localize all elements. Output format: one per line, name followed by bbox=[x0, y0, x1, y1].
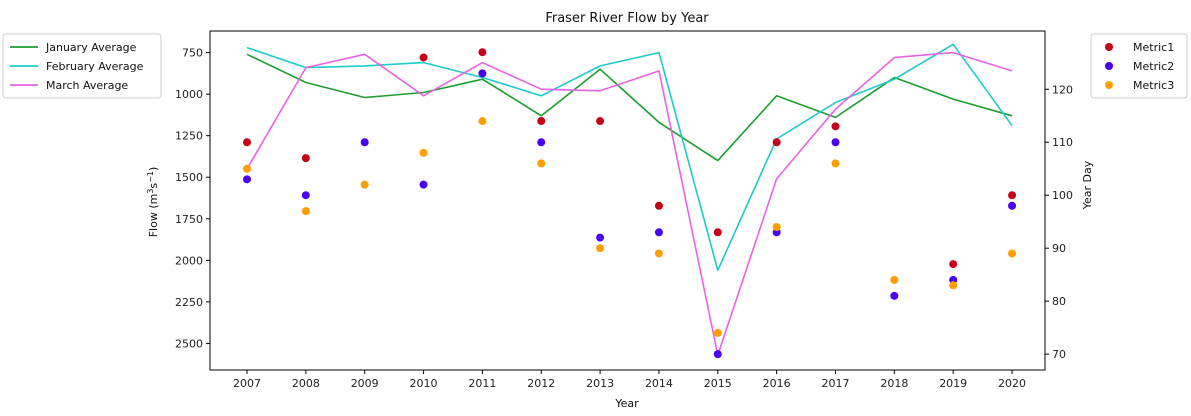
legend-label-january-average: January Average bbox=[45, 41, 137, 54]
point-metric3 bbox=[713, 328, 722, 337]
point-metric3 bbox=[478, 117, 487, 126]
chart-title: Fraser River Flow by Year bbox=[545, 11, 709, 26]
y-right-tick-label: 120 bbox=[1052, 83, 1073, 96]
line-series-layer bbox=[246, 43, 1013, 356]
x-tick-label: 2016 bbox=[763, 377, 791, 390]
point-metric1 bbox=[713, 228, 722, 237]
legend-left: January Average February Average March Ave… bbox=[2, 33, 162, 99]
legend-swatch-metric3 bbox=[1105, 81, 1113, 89]
x-tick-label: 2008 bbox=[292, 377, 320, 390]
legend-left-frame bbox=[2, 33, 162, 99]
y-left-label-end: ) bbox=[147, 167, 160, 171]
x-tick-label: 2013 bbox=[586, 377, 614, 390]
point-metric1 bbox=[419, 53, 428, 62]
y-left-label-sup1: 3 bbox=[146, 189, 155, 194]
y-left-tick-label: 2000 bbox=[175, 254, 203, 267]
legend-label-february-average: February Average bbox=[46, 60, 144, 73]
y-left-tick-label: 1500 bbox=[175, 171, 203, 184]
legend-label-metric1: Metric1 bbox=[1133, 41, 1174, 54]
x-tick-label: 2011 bbox=[468, 377, 496, 390]
point-metric2 bbox=[713, 350, 722, 359]
point-metric1 bbox=[596, 117, 605, 126]
y-left-label-base: Flow (m bbox=[147, 194, 160, 238]
y-right-tick-label: 90 bbox=[1052, 242, 1066, 255]
point-metric3 bbox=[537, 159, 546, 168]
point-metric3 bbox=[772, 222, 781, 231]
point-metric2 bbox=[419, 180, 428, 189]
point-metric3 bbox=[419, 148, 428, 157]
line-february-average bbox=[246, 43, 1013, 272]
point-metric2 bbox=[478, 69, 487, 78]
point-metric2 bbox=[243, 175, 251, 184]
point-metric1 bbox=[831, 122, 840, 131]
y-axis-right: 70 80 90 100 110 120 bbox=[1045, 83, 1073, 361]
point-metric1 bbox=[301, 154, 310, 163]
point-metric2 bbox=[1008, 201, 1017, 210]
x-tick-label: 2017 bbox=[822, 377, 850, 390]
x-tick-label: 2010 bbox=[410, 377, 438, 390]
point-metric3 bbox=[949, 281, 958, 290]
x-tick-label: 2019 bbox=[939, 377, 967, 390]
x-tick-label: 2007 bbox=[233, 377, 261, 390]
point-metric3 bbox=[831, 159, 840, 168]
y-left-tick-label: 2250 bbox=[175, 296, 203, 309]
point-metric1 bbox=[1008, 191, 1017, 200]
point-metric2 bbox=[890, 291, 899, 300]
point-metric3 bbox=[596, 244, 605, 253]
plot-frame bbox=[209, 30, 1046, 371]
legend-label-march-average: March Average bbox=[46, 79, 128, 92]
line-march-average bbox=[246, 51, 1013, 356]
x-tick-label: 2012 bbox=[527, 377, 555, 390]
x-tick-label: 2009 bbox=[351, 377, 379, 390]
point-metric3 bbox=[360, 180, 369, 189]
y-left-tick-label: 1750 bbox=[175, 213, 203, 226]
y-left-label-sup2: −1 bbox=[146, 171, 155, 183]
y-right-tick-label: 110 bbox=[1052, 136, 1073, 149]
y-left-tick-label: 750 bbox=[182, 47, 203, 60]
legend-label-metric2: Metric2 bbox=[1133, 60, 1174, 73]
y-right-tick-label: 80 bbox=[1052, 295, 1066, 308]
x-axis: 2007 2008 2009 2010 2011 2012 2013 2014 2015 2016… bbox=[233, 370, 1026, 390]
x-tick-label: 2015 bbox=[704, 377, 732, 390]
y-left-tick-label: 1250 bbox=[175, 130, 203, 143]
point-metric1 bbox=[654, 201, 663, 210]
y-left-label-mid: s bbox=[147, 183, 160, 189]
legend-right: Metric1 Metric2 Metric3 bbox=[1090, 33, 1188, 99]
y-left-tick-label: 2500 bbox=[175, 337, 203, 350]
point-metric1 bbox=[772, 138, 781, 147]
legend-right-frame bbox=[1090, 33, 1188, 99]
point-metric1 bbox=[949, 260, 958, 269]
scatter-series-layer bbox=[243, 48, 1017, 359]
y-left-tick-label: 1000 bbox=[175, 88, 203, 101]
point-metric1 bbox=[243, 138, 251, 147]
x-tick-label: 2018 bbox=[880, 377, 908, 390]
point-metric2 bbox=[596, 233, 605, 242]
point-metric2 bbox=[360, 138, 369, 147]
y-right-tick-label: 100 bbox=[1052, 189, 1073, 202]
point-metric2 bbox=[831, 138, 840, 147]
x-tick-label: 2020 bbox=[998, 377, 1026, 390]
x-tick-label: 2014 bbox=[645, 377, 673, 390]
x-axis-label: Year bbox=[614, 397, 639, 410]
point-metric3 bbox=[890, 275, 899, 284]
point-metric2 bbox=[537, 138, 546, 147]
y-right-tick-label: 70 bbox=[1052, 348, 1066, 361]
point-metric3 bbox=[654, 249, 663, 258]
point-metric1 bbox=[478, 48, 487, 57]
point-metric2 bbox=[301, 191, 310, 200]
point-metric3 bbox=[1008, 249, 1017, 258]
legend-swatch-metric2 bbox=[1105, 62, 1113, 70]
y-axis-left-label: Flow (m3s−1) bbox=[146, 167, 161, 238]
y-axis-left: 750 1000 1250 1500 1750 2000 2250 2500 bbox=[175, 47, 210, 350]
line-january-average bbox=[246, 53, 1013, 162]
point-metric1 bbox=[537, 117, 546, 126]
point-metric3 bbox=[301, 207, 310, 216]
legend-label-metric3: Metric3 bbox=[1133, 79, 1174, 92]
point-metric2 bbox=[654, 228, 663, 237]
legend-swatch-metric1 bbox=[1105, 43, 1113, 51]
point-metric3 bbox=[243, 164, 251, 173]
y-axis-right-label: Year Day bbox=[1081, 160, 1094, 210]
